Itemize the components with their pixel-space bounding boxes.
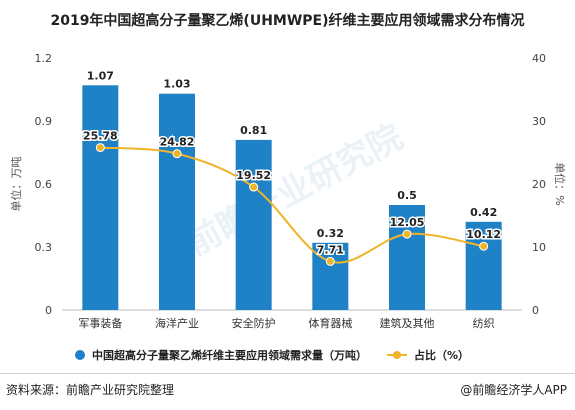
chart-title: 2019年中国超高分子量聚乙烯(UHMWPE)纤维主要应用领域需求分布情况	[50, 13, 525, 29]
y-right-axis-label: 单位：%	[553, 162, 567, 205]
legend-line-label: 占比（%）	[414, 348, 469, 362]
line-point-3	[249, 182, 259, 192]
y-left-tick-label: 1.2	[35, 52, 53, 65]
line-point-6	[479, 241, 489, 251]
bar-3	[235, 139, 272, 310]
y-right-tick-label: 10	[532, 241, 546, 254]
x-tick-label: 建筑及其他	[380, 316, 435, 330]
line-value-label: 7.71	[317, 243, 344, 256]
brand-text: @前瞻经济学人APP	[460, 383, 567, 397]
legend-bar-marker	[75, 350, 85, 360]
y-right-tick-label: 30	[532, 115, 546, 128]
line-point-2	[172, 149, 182, 159]
line-point-5	[402, 229, 412, 239]
bar-value-label: 1.03	[163, 78, 190, 91]
x-tick-label: 体育器械	[308, 316, 352, 330]
line-value-label: 19.52	[236, 169, 271, 182]
line-value-label: 24.82	[160, 136, 195, 149]
line-value-label: 12.05	[390, 216, 425, 229]
source-note: 资料来源：前瞻产业研究院整理	[6, 383, 175, 397]
y-right-tick-label: 0	[532, 304, 539, 317]
x-tick-label: 纺织	[473, 316, 495, 330]
bar-value-label: 0.81	[240, 124, 267, 137]
bar-1	[82, 85, 119, 310]
y-left-tick-label: 0	[45, 304, 52, 317]
line-point-4	[325, 256, 335, 266]
x-tick-label: 海洋产业	[155, 316, 199, 330]
bar-value-label: 1.07	[87, 69, 114, 82]
bar-5	[389, 205, 425, 310]
legend-line-marker	[393, 351, 401, 359]
y-right-tick-label: 40	[532, 52, 546, 65]
y-right-tick-label: 20	[532, 178, 546, 191]
x-tick-label: 军事装备	[78, 316, 122, 330]
bar-2	[159, 93, 195, 310]
y-left-tick-label: 0.6	[35, 178, 53, 191]
y-left-axis-label: 单位：万吨	[9, 157, 23, 212]
bar-6	[465, 221, 502, 310]
watermark-text: 前瞻产业研究院	[180, 117, 409, 264]
line-point-1	[95, 143, 105, 153]
chart-canvas: 前瞻产业研究院 0 0.3 0.6 0.9 1.2 0 10 20 30 40 单位：万吨 单位：% 1.…	[9, 52, 567, 362]
x-tick-label: 安全防护	[232, 316, 276, 330]
bar-value-label: 0.32	[317, 227, 344, 240]
legend-bar-label: 中国超高分子量聚乙烯纤维主要应用领域需求量（万吨）	[92, 348, 367, 362]
y-left-tick-label: 0.9	[35, 115, 53, 128]
line-value-label: 25.78	[83, 130, 118, 143]
bar-value-label: 0.5	[397, 189, 417, 202]
line-value-label: 10.12	[466, 228, 501, 241]
bar-value-label: 0.42	[470, 206, 497, 219]
footer-divider	[0, 373, 575, 374]
brand-credit: @前瞻经济学人APP	[460, 381, 567, 398]
y-left-tick-label: 0.3	[35, 241, 53, 254]
